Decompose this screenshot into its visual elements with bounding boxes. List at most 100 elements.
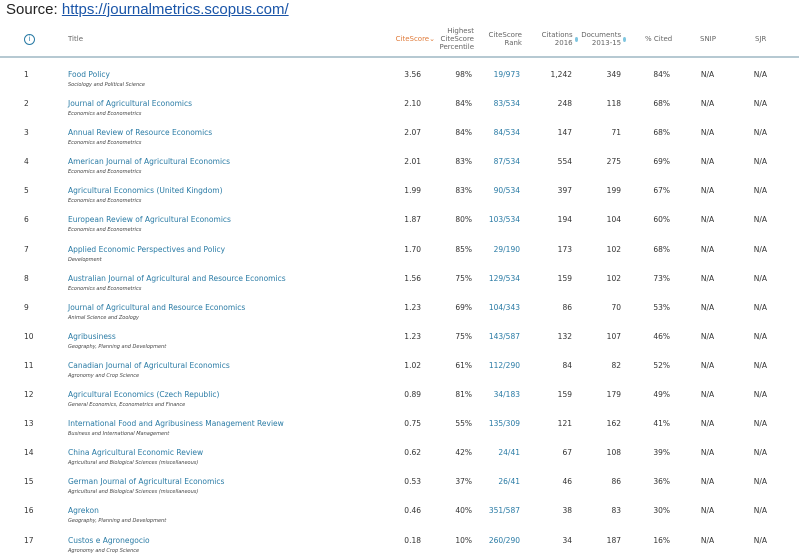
subject-area: Geography, Planning and Development — [68, 343, 167, 350]
header-citescore[interactable]: CiteScore ⌄ — [380, 22, 435, 56]
source-link[interactable]: https://journalmetrics.scopus.com/ — [61, 1, 289, 18]
highest-percentile: 84% — [455, 128, 472, 138]
documents: 187 — [606, 535, 621, 545]
row-number: 1 — [24, 70, 29, 79]
highest-percentile: 37% — [455, 477, 472, 487]
citescore: 1.70 — [404, 244, 421, 254]
documents: 83 — [611, 506, 621, 516]
citescore-rank-link[interactable]: 84/534 — [493, 128, 520, 138]
journal-title-link[interactable]: Canadian Journal of Agricultural Economi… — [68, 360, 230, 370]
citations: 86 — [562, 302, 572, 312]
citations: 194 — [557, 215, 572, 225]
citescore-rank-link[interactable]: 26/41 — [498, 477, 520, 487]
journal-title-link[interactable]: American Journal of Agricultural Economi… — [68, 157, 231, 167]
citescore: 2.07 — [404, 128, 421, 138]
header-citations-label: Citations 2016 — [541, 31, 573, 47]
citescore-rank-link[interactable]: 87/534 — [493, 157, 520, 167]
journal-title-link[interactable]: Agrekon — [68, 506, 99, 516]
header-title[interactable]: Title — [68, 35, 84, 43]
row-number: 8 — [24, 273, 29, 283]
table-row: 16 Agrekon Geography, Planning and Develo… — [0, 500, 799, 529]
documents: 107 — [606, 331, 621, 341]
subject-area: Economics and Econometrics — [68, 285, 142, 292]
title-cell: Annual Review of Resource Economics Econo… — [68, 128, 328, 146]
journal-title-link[interactable]: China Agricultural Economic Review — [68, 448, 204, 458]
header-snip[interactable]: SNIP — [700, 35, 716, 43]
snip: N/A — [700, 157, 715, 167]
journal-title-link[interactable]: Applied Economic Perspectives and Policy — [68, 244, 226, 254]
percent-cited: 41% — [653, 419, 670, 429]
journal-title-link[interactable]: International Food and Agribusiness Mana… — [68, 419, 284, 429]
citations: 84 — [562, 360, 572, 370]
journal-title-link[interactable]: European Review of Agricultural Economic… — [68, 215, 231, 225]
header-citations[interactable]: Citations 2016 — [538, 22, 578, 56]
citescore-rank-link[interactable]: 104/343 — [488, 302, 520, 312]
journal-title-link[interactable]: Agricultural Economics (Czech Republic) — [68, 390, 220, 400]
sjr: N/A — [753, 157, 767, 167]
header-cited[interactable]: % Cited — [645, 35, 673, 43]
highest-percentile: 55% — [455, 419, 472, 429]
subject-area: Business and International Management — [68, 431, 170, 438]
title-cell: Canadian Journal of Agricultural Economi… — [68, 361, 328, 379]
citations: 159 — [557, 390, 572, 400]
journal-title-link[interactable]: Annual Review of Resource Economics — [68, 128, 213, 138]
sjr: N/A — [753, 215, 767, 225]
citescore: 3.56 — [404, 70, 421, 79]
table-row: 17 Custos e Agronegocio Agronomy and Crop… — [0, 530, 799, 559]
journal-title-link[interactable]: Journal of Agricultural Economics — [68, 99, 193, 109]
row-number: 15 — [24, 477, 34, 487]
citescore-rank-link[interactable]: 83/534 — [493, 99, 520, 109]
citations: 38 — [562, 506, 572, 516]
citescore-rank-link[interactable]: 143/587 — [488, 331, 520, 341]
highest-percentile: 40% — [455, 506, 472, 516]
table-row: 12 Agricultural Economics (Czech Republi… — [0, 384, 799, 413]
title-cell: Agricultural Economics (United Kingdom) E… — [68, 186, 328, 204]
highest-percentile: 80% — [455, 215, 472, 225]
journal-title-link[interactable]: Agricultural Economics (United Kingdom) — [68, 186, 223, 196]
citescore-rank-link[interactable]: 351/587 — [488, 506, 520, 516]
citescore-rank-link[interactable]: 29/190 — [493, 244, 520, 254]
highest-percentile: 10% — [455, 535, 472, 545]
subject-area: General Economics, Econometrics and Fina… — [68, 402, 186, 409]
citescore-rank-link[interactable]: 24/41 — [498, 448, 520, 458]
title-cell: American Journal of Agricultural Economi… — [68, 157, 328, 175]
citescore: 0.18 — [404, 535, 421, 545]
citescore-rank-link[interactable]: 90/534 — [493, 186, 520, 196]
citescore-rank-link[interactable]: 129/534 — [488, 273, 520, 283]
citescore-rank-link[interactable]: 135/309 — [488, 419, 520, 429]
highest-percentile: 83% — [455, 186, 472, 196]
percent-cited: 36% — [653, 477, 670, 487]
header-highest-percentile[interactable]: Highest CiteScore Percentile — [439, 27, 475, 51]
title-cell: German Journal of Agricultural Economics… — [68, 477, 328, 495]
subject-area: Economics and Econometrics — [68, 111, 142, 118]
citations: 159 — [557, 273, 572, 283]
citescore-rank-link[interactable]: 112/290 — [488, 360, 520, 370]
citescore-rank-link[interactable]: 103/534 — [488, 215, 520, 225]
journal-title-link[interactable]: Food Policy — [68, 70, 110, 79]
citescore-rank-link[interactable]: 19/973 — [493, 70, 520, 79]
journal-title-link[interactable]: Journal of Agricultural and Resource Eco… — [68, 302, 246, 312]
journal-title-link[interactable]: Agribusiness — [68, 331, 116, 341]
row-number: 2 — [24, 99, 29, 109]
journal-title-link[interactable]: Custos e Agronegocio — [68, 535, 150, 545]
snip: N/A — [700, 186, 715, 196]
documents: 199 — [606, 186, 621, 196]
sjr: N/A — [753, 506, 767, 516]
citations: 248 — [557, 99, 572, 109]
header-rank[interactable]: CiteScore Rank — [488, 31, 523, 47]
subject-area: Sociology and Political Science — [68, 82, 145, 88]
info-icon[interactable]: i — [24, 33, 35, 45]
citescore-rank-link[interactable]: 260/290 — [488, 535, 520, 545]
row-number: 14 — [24, 448, 34, 458]
sjr: N/A — [753, 186, 767, 196]
source-label: Source: — [6, 1, 58, 18]
journal-title-link[interactable]: German Journal of Agricultural Economics — [68, 477, 225, 487]
highest-percentile: 83% — [455, 157, 472, 167]
documents: 70 — [611, 302, 621, 312]
citescore-rank-link[interactable]: 34/183 — [493, 390, 520, 400]
journal-title-link[interactable]: Australian Journal of Agricultural and R… — [68, 273, 286, 283]
header-sjr[interactable]: SJR — [755, 35, 767, 43]
title-cell: China Agricultural Economic Review Agricu… — [68, 448, 328, 466]
citescore: 0.53 — [404, 477, 421, 487]
header-documents[interactable]: Documents 2013-15 — [580, 22, 626, 56]
